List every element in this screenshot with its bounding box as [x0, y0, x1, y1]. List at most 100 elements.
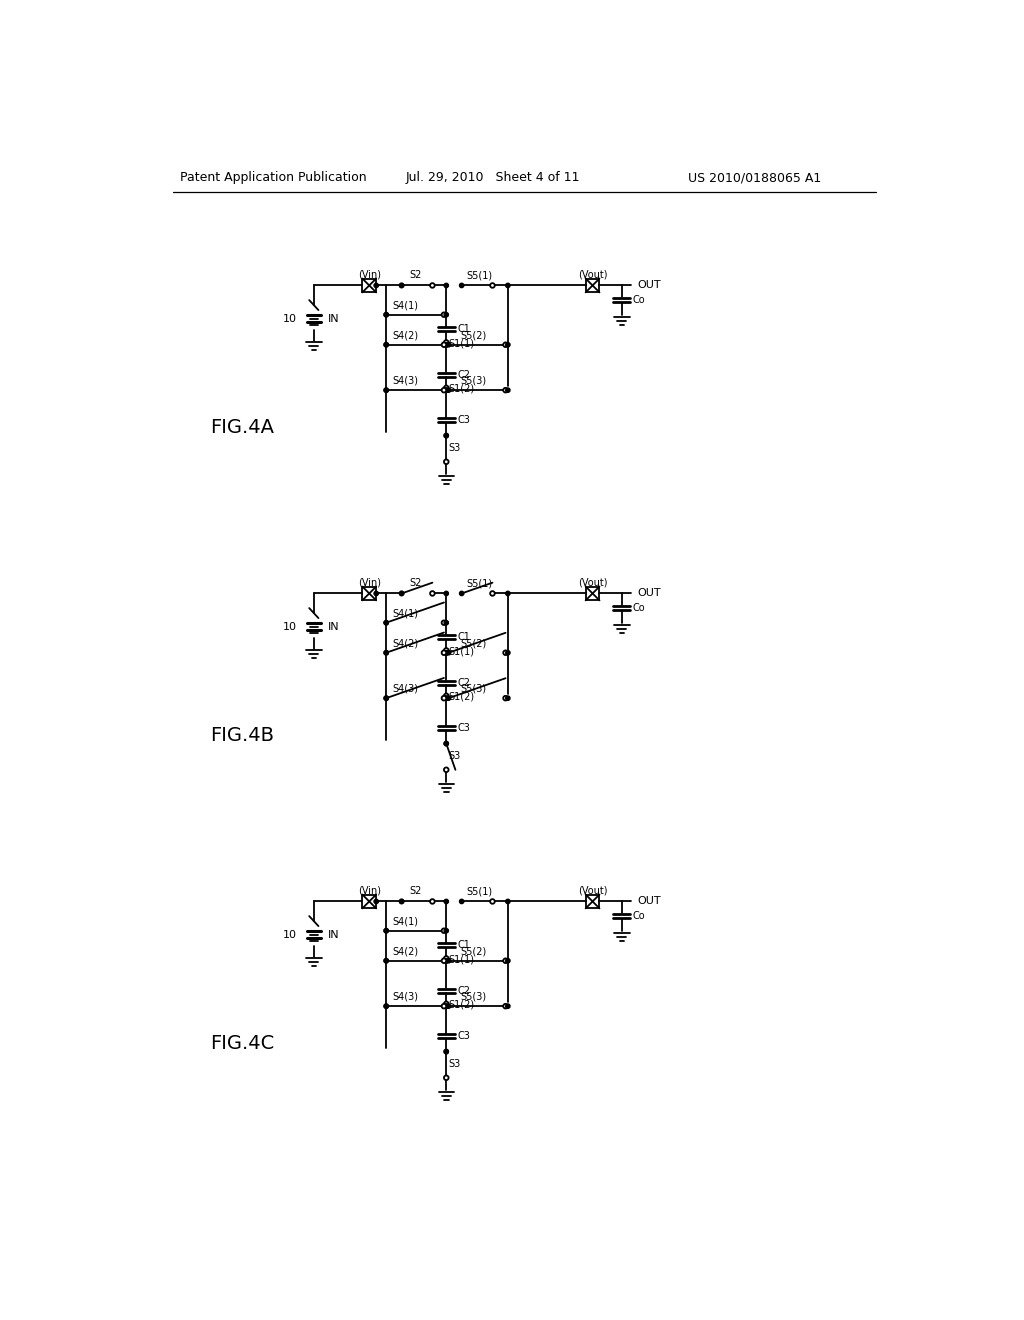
Circle shape: [490, 899, 495, 904]
Circle shape: [503, 651, 508, 655]
Text: S5(3): S5(3): [460, 991, 486, 1002]
Circle shape: [384, 1005, 388, 1008]
Circle shape: [384, 343, 388, 347]
Circle shape: [384, 388, 388, 392]
Circle shape: [506, 651, 510, 655]
Text: Co: Co: [633, 296, 645, 305]
Circle shape: [444, 767, 449, 772]
Text: S5(2): S5(2): [460, 946, 486, 957]
Circle shape: [444, 343, 449, 347]
Text: S1(2): S1(2): [449, 999, 475, 1010]
Text: S5(3): S5(3): [460, 376, 486, 385]
Circle shape: [444, 388, 449, 392]
Circle shape: [444, 343, 449, 347]
Circle shape: [444, 591, 449, 595]
Circle shape: [374, 899, 378, 904]
Text: S5(1): S5(1): [466, 578, 493, 589]
Circle shape: [444, 928, 449, 933]
Circle shape: [506, 591, 510, 595]
Text: S2: S2: [410, 271, 422, 280]
Circle shape: [444, 385, 449, 391]
Text: IN: IN: [328, 931, 339, 940]
Text: C3: C3: [457, 416, 470, 425]
Circle shape: [441, 928, 446, 933]
Text: S2: S2: [410, 887, 422, 896]
Circle shape: [384, 388, 388, 392]
Circle shape: [506, 284, 510, 288]
Text: S5(2): S5(2): [460, 330, 486, 341]
Circle shape: [460, 899, 464, 904]
Circle shape: [384, 696, 388, 701]
Circle shape: [460, 284, 464, 288]
Text: C3: C3: [457, 1031, 470, 1041]
Text: S5(1): S5(1): [466, 271, 493, 280]
Circle shape: [503, 342, 508, 347]
Text: S2: S2: [410, 578, 422, 589]
Circle shape: [444, 958, 449, 962]
Circle shape: [444, 1005, 449, 1008]
Text: (Vout): (Vout): [578, 886, 607, 896]
Circle shape: [444, 433, 449, 438]
Circle shape: [441, 958, 446, 964]
Circle shape: [506, 696, 510, 701]
Bar: [586, 895, 599, 908]
Text: S4(1): S4(1): [392, 916, 419, 927]
Circle shape: [444, 651, 449, 655]
Text: OUT: OUT: [637, 589, 660, 598]
Circle shape: [441, 1005, 446, 1008]
Text: S4(1): S4(1): [392, 609, 419, 619]
Text: S1(1): S1(1): [449, 647, 474, 656]
Circle shape: [444, 1049, 449, 1053]
Circle shape: [374, 284, 378, 288]
Bar: [586, 279, 599, 293]
Circle shape: [444, 958, 449, 962]
Circle shape: [384, 958, 388, 962]
Circle shape: [503, 696, 508, 701]
Text: (Vin): (Vin): [357, 886, 381, 896]
Circle shape: [441, 651, 446, 655]
Circle shape: [444, 388, 449, 392]
Circle shape: [374, 591, 378, 595]
Circle shape: [444, 313, 449, 317]
Text: S4(3): S4(3): [392, 376, 419, 385]
Circle shape: [444, 742, 449, 746]
Circle shape: [444, 651, 449, 655]
Circle shape: [446, 1005, 451, 1008]
Text: S4(2): S4(2): [392, 330, 419, 341]
Circle shape: [384, 343, 388, 347]
Circle shape: [399, 591, 403, 595]
Text: S1(1): S1(1): [449, 954, 474, 964]
Text: S4(1): S4(1): [392, 301, 419, 310]
Bar: [362, 586, 376, 601]
Circle shape: [503, 388, 508, 392]
Text: 10: 10: [283, 931, 297, 940]
Circle shape: [506, 388, 510, 392]
Circle shape: [384, 928, 388, 933]
Circle shape: [446, 343, 451, 347]
Circle shape: [399, 899, 403, 904]
Circle shape: [490, 591, 495, 595]
Text: C2: C2: [457, 370, 470, 380]
Circle shape: [441, 388, 446, 392]
Text: S3: S3: [449, 444, 461, 453]
Circle shape: [460, 591, 464, 595]
Circle shape: [444, 651, 449, 655]
Circle shape: [430, 284, 435, 288]
Circle shape: [384, 1005, 388, 1008]
Text: C3: C3: [457, 723, 470, 733]
Text: S3: S3: [449, 1060, 461, 1069]
Circle shape: [444, 958, 449, 962]
Text: S4(3): S4(3): [392, 684, 419, 694]
Circle shape: [446, 388, 451, 392]
Circle shape: [444, 433, 449, 438]
Circle shape: [444, 696, 449, 701]
Text: FIG.4A: FIG.4A: [210, 418, 274, 437]
Circle shape: [444, 1005, 449, 1008]
Circle shape: [384, 620, 388, 624]
Circle shape: [503, 1005, 508, 1008]
Bar: [586, 586, 599, 601]
Text: 10: 10: [283, 314, 297, 325]
Circle shape: [444, 958, 449, 962]
Circle shape: [444, 693, 449, 698]
Circle shape: [444, 696, 449, 701]
